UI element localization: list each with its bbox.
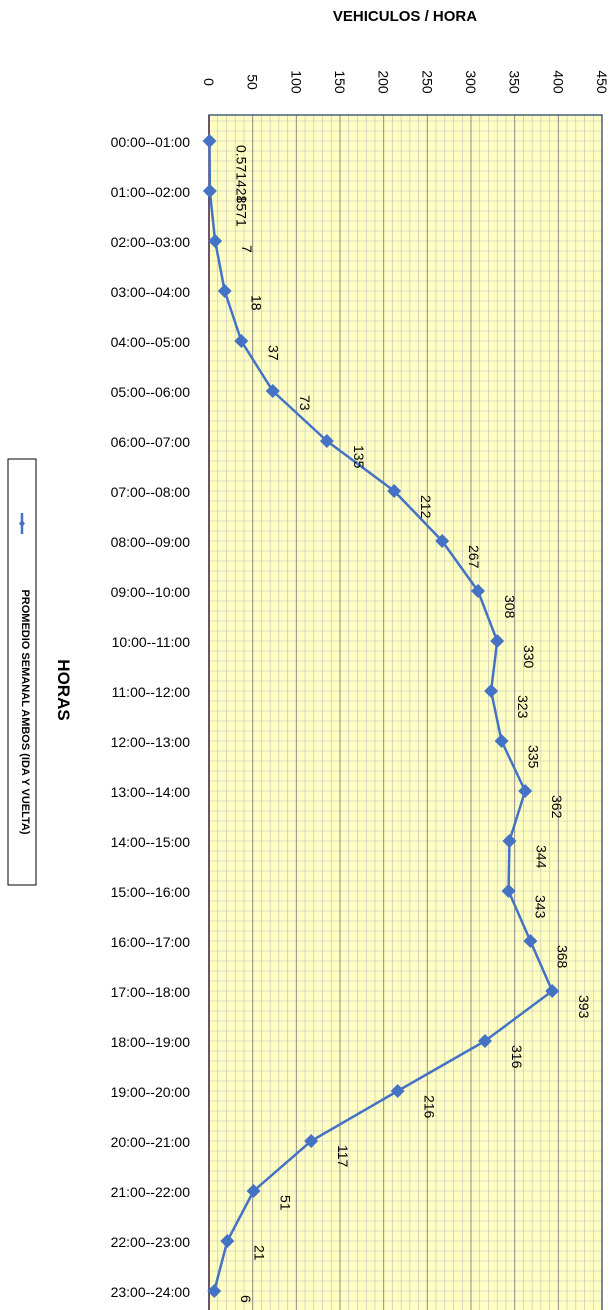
category-label: 08:00--09:00 [111,534,191,550]
data-point-marker [477,1034,492,1048]
data-point-marker [304,1134,319,1148]
legend: PROMEDIO SEMANAL AMBOS (IDA Y VUELTA) [7,458,37,886]
major-gridlines [252,115,603,1310]
category-labels: 00:00--01:00 01:00--02:00 02:00--03:00 03:0… [111,134,191,1300]
category-label: 01:00--02:00 [111,184,191,200]
y-tick-label: 200 [376,70,392,94]
y-axis-title: VEHICULOS / HORA [333,8,477,25]
data-label: 216 [422,1095,438,1119]
data-label: 1 [234,195,250,203]
series-line [208,140,554,1292]
legend-marker [19,520,25,527]
y-tick-label: 50 [245,74,261,90]
category-label: 06:00--07:00 [111,434,191,450]
data-label: 323 [515,695,531,719]
x-axis-title: HORAS [54,659,73,720]
category-label: 20:00--21:00 [111,1134,191,1150]
category-label: 15:00--16:00 [111,884,191,900]
data-label: 0.571428571 [233,145,249,227]
data-label: 393 [576,995,592,1019]
data-point-marker [246,1184,261,1198]
data-point-marker [234,334,249,348]
y-tick-label: 400 [550,70,566,94]
category-label: 13:00--14:00 [111,784,191,800]
category-label: 22:00--23:00 [111,1234,191,1250]
data-label: 368 [554,945,570,969]
data-point-marker [390,1084,405,1098]
data-point-marker [220,1234,235,1248]
category-label: 02:00--03:00 [111,234,191,250]
data-label: 362 [549,795,565,819]
category-label: 03:00--04:00 [111,284,191,300]
data-point-marker [208,234,223,248]
y-tick-label: 0 [201,78,217,86]
category-label: 19:00--20:00 [111,1084,191,1100]
category-label: 12:00--13:00 [111,734,191,750]
data-point-marker [202,184,217,198]
data-label: 37 [265,345,281,361]
data-label: 6 [238,1295,254,1303]
data-point-marker [484,684,499,698]
data-label: 135 [351,445,367,469]
category-label: 07:00--08:00 [111,484,191,500]
y-tick-label: 100 [288,70,304,94]
minor-gridlines [209,115,602,1310]
data-label: 267 [466,545,482,569]
category-label: 18:00--19:00 [111,1034,191,1050]
category-label: 05:00--06:00 [111,384,191,400]
data-label: 7 [239,245,255,253]
data-point-marker [518,784,533,798]
category-label: 23:00--24:00 [111,1284,191,1300]
category-label: 09:00--10:00 [111,584,191,600]
data-label: 212 [418,495,434,519]
category-label: 14:00--15:00 [111,834,191,850]
data-point-marker [501,884,516,898]
series-line-group [202,134,560,1298]
data-point-marker [545,984,560,998]
data-point-marker [202,134,217,148]
data-label: 51 [278,1195,294,1211]
y-tick-label: 300 [463,70,479,94]
data-point-marker [265,384,280,398]
data-label: 343 [533,895,549,919]
category-label: 04:00--05:00 [111,334,191,350]
y-tick-labels: 0 50 100 150 200 250 300 350 400 450 [201,70,610,94]
data-point-marker [494,734,509,748]
data-label: 308 [502,595,518,619]
data-label: 117 [335,1145,351,1168]
category-label: 21:00--22:00 [111,1184,191,1200]
category-label: 10:00--11:00 [112,634,191,650]
data-label: 18 [249,295,265,311]
data-point-marker [207,1284,222,1298]
data-label: 344 [533,845,549,869]
data-point-marker [435,534,450,548]
y-tick-label: 350 [507,70,523,94]
y-tick-label: 150 [332,70,348,94]
y-tick-label: 250 [419,70,435,94]
category-label: 11:00--12:00 [112,684,191,700]
data-point-marker [490,634,505,648]
data-label: 330 [521,645,537,669]
category-label: 17:00--18:00 [111,984,191,1000]
data-point-marker [470,584,485,598]
data-point-marker [502,834,517,848]
data-point-marker [217,284,232,298]
data-point-marker [523,934,538,948]
data-label: 73 [297,395,313,411]
data-label: 335 [526,745,542,769]
data-label: 316 [509,1045,525,1069]
category-label: 16:00--17:00 [111,934,191,950]
plot-border [208,114,603,1310]
data-point-marker [387,484,402,498]
legend-label: PROMEDIO SEMANAL AMBOS (IDA Y VUELTA) [19,589,31,834]
y-tick-label: 450 [594,70,610,94]
category-label: 00:00--01:00 [111,134,191,150]
data-label: 21 [251,1245,267,1261]
data-point-marker [319,434,334,448]
